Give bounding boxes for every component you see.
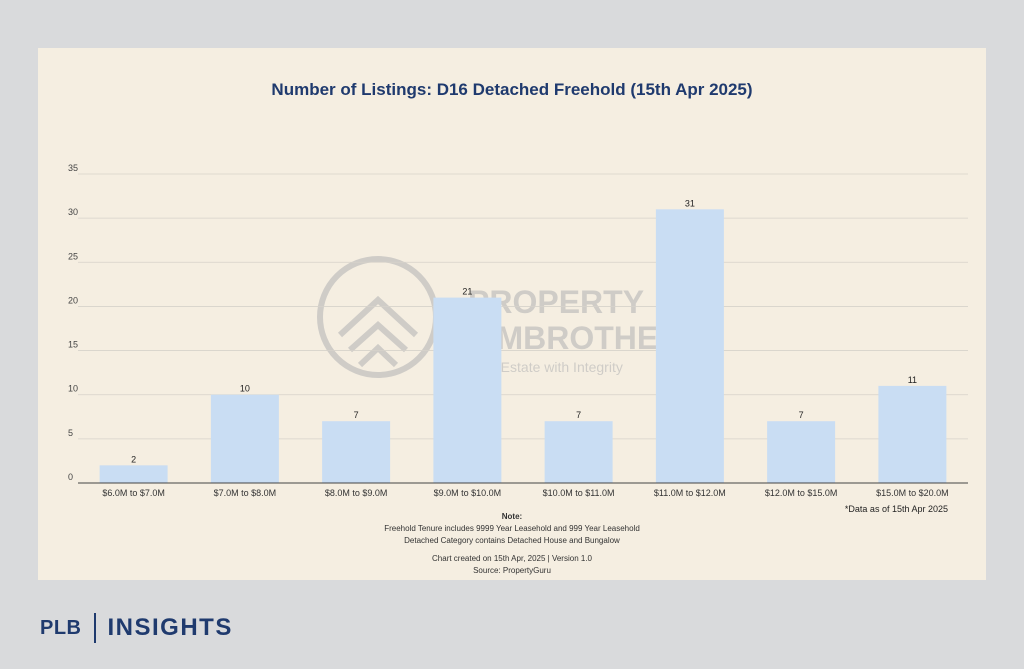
- x-tick-label: $9.0M to $10.0M: [434, 488, 502, 498]
- bar-value-label: 7: [354, 410, 359, 420]
- bar: [322, 421, 391, 483]
- bar: [210, 394, 279, 483]
- chart-notes: Note: Freehold Tenure includes 9999 Year…: [0, 511, 1024, 577]
- y-tick-label: 30: [68, 207, 78, 217]
- bar: [767, 421, 836, 483]
- notes-line2: Detached Category contains Detached Hous…: [404, 536, 620, 545]
- y-tick-label: 20: [68, 295, 78, 305]
- notes-created: Chart created on 15th Apr, 2025 | Versio…: [432, 554, 592, 563]
- brand-left: PLB: [40, 616, 82, 639]
- y-tick-label: 25: [68, 251, 78, 261]
- x-tick-label: $11.0M to $12.0M: [654, 488, 726, 498]
- y-tick-label: 15: [68, 340, 78, 350]
- data-date-note: *Data as of 15th Apr 2025: [844, 504, 948, 514]
- watermark-roof-icon: [337, 295, 419, 368]
- bar: [655, 209, 724, 484]
- bar: [878, 385, 947, 483]
- bar-value-label: 31: [685, 198, 695, 208]
- x-tick-label: $7.0M to $8.0M: [214, 488, 277, 498]
- chart-card: [38, 48, 986, 580]
- bar-value-label: 11: [908, 375, 917, 385]
- y-tick-label: 0: [68, 472, 73, 482]
- x-tick-label: $8.0M to $9.0M: [325, 488, 388, 498]
- y-tick-label: 5: [68, 428, 73, 438]
- notes-source: Source: PropertyGuru: [473, 566, 551, 575]
- watermark-line3: Real Estate with Integrity: [468, 359, 623, 375]
- notes-line1: Freehold Tenure includes 9999 Year Lease…: [384, 524, 640, 533]
- x-tick-label: $15.0M to $20.0M: [876, 488, 949, 498]
- bar-value-label: 7: [799, 410, 804, 420]
- bar: [99, 465, 168, 483]
- brand-right: INSIGHTS: [107, 614, 233, 641]
- watermark-logo-ring: [317, 256, 439, 378]
- x-axis-ticks: $6.0M to $7.0M $7.0M to $8.0M $8.0M to $9.…: [102, 488, 948, 498]
- chart-title: Number of Listings: D16 Detached Freehol…: [271, 80, 753, 99]
- bar: [544, 421, 613, 483]
- x-tick-label: $12.0M to $15.0M: [765, 488, 838, 498]
- bar-value-label: 10: [240, 384, 250, 394]
- y-tick-label: 35: [68, 163, 78, 173]
- bar-value-label: 2: [131, 454, 136, 464]
- bars: [99, 209, 947, 484]
- brand-logo: PLB INSIGHTS: [40, 608, 233, 648]
- notes-heading: Note:: [501, 512, 523, 521]
- y-axis-ticks: 0 5 10 15 20 25 30 35: [68, 163, 78, 482]
- watermark: PROPERTY LIMBROTHERS Real Estate with In…: [317, 256, 703, 378]
- data-labels: 2 10 7 21 7 31 7 11: [131, 198, 917, 464]
- bar-value-label: 21: [462, 287, 472, 297]
- bar-value-label: 7: [576, 410, 581, 420]
- x-tick-label: $10.0M to $11.0M: [543, 488, 615, 498]
- bar: [433, 297, 502, 483]
- y-tick-label: 10: [68, 384, 78, 394]
- brand-divider: [93, 613, 96, 643]
- x-tick-label: $6.0M to $7.0M: [102, 488, 165, 498]
